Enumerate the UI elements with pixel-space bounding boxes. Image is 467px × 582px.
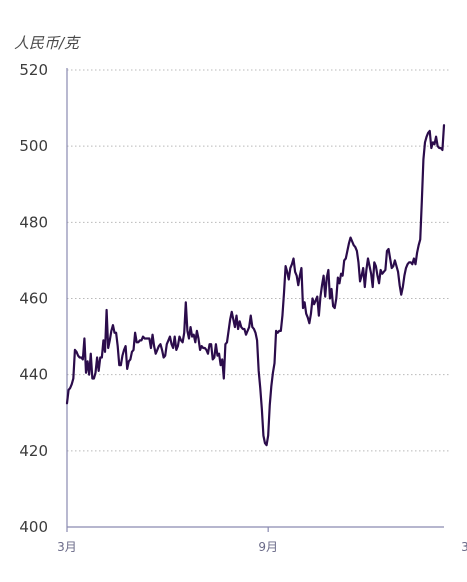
- y-tick-label: 400: [19, 518, 48, 536]
- x-tick-labels: 3月 9月 3月: [57, 527, 467, 554]
- x-tick-label: 9月: [258, 540, 278, 554]
- y-tick-label: 420: [19, 442, 48, 460]
- y-tick-label: 480: [19, 213, 48, 231]
- price-series-line: [65, 124, 446, 447]
- y-tick-label: 520: [19, 61, 48, 79]
- y-tick-labels: 400 420 440 460 480 500 520: [19, 61, 48, 536]
- x-tick-label: 3月: [57, 540, 77, 554]
- y-tick-label: 500: [19, 137, 48, 155]
- x-tick-label: 3月: [461, 540, 467, 554]
- y-tick-label: 460: [19, 290, 48, 308]
- gridlines: [67, 69, 450, 452]
- axes: [66, 68, 444, 528]
- y-axis-unit-label: 人民币/克: [14, 34, 81, 52]
- y-tick-label: 440: [19, 366, 48, 384]
